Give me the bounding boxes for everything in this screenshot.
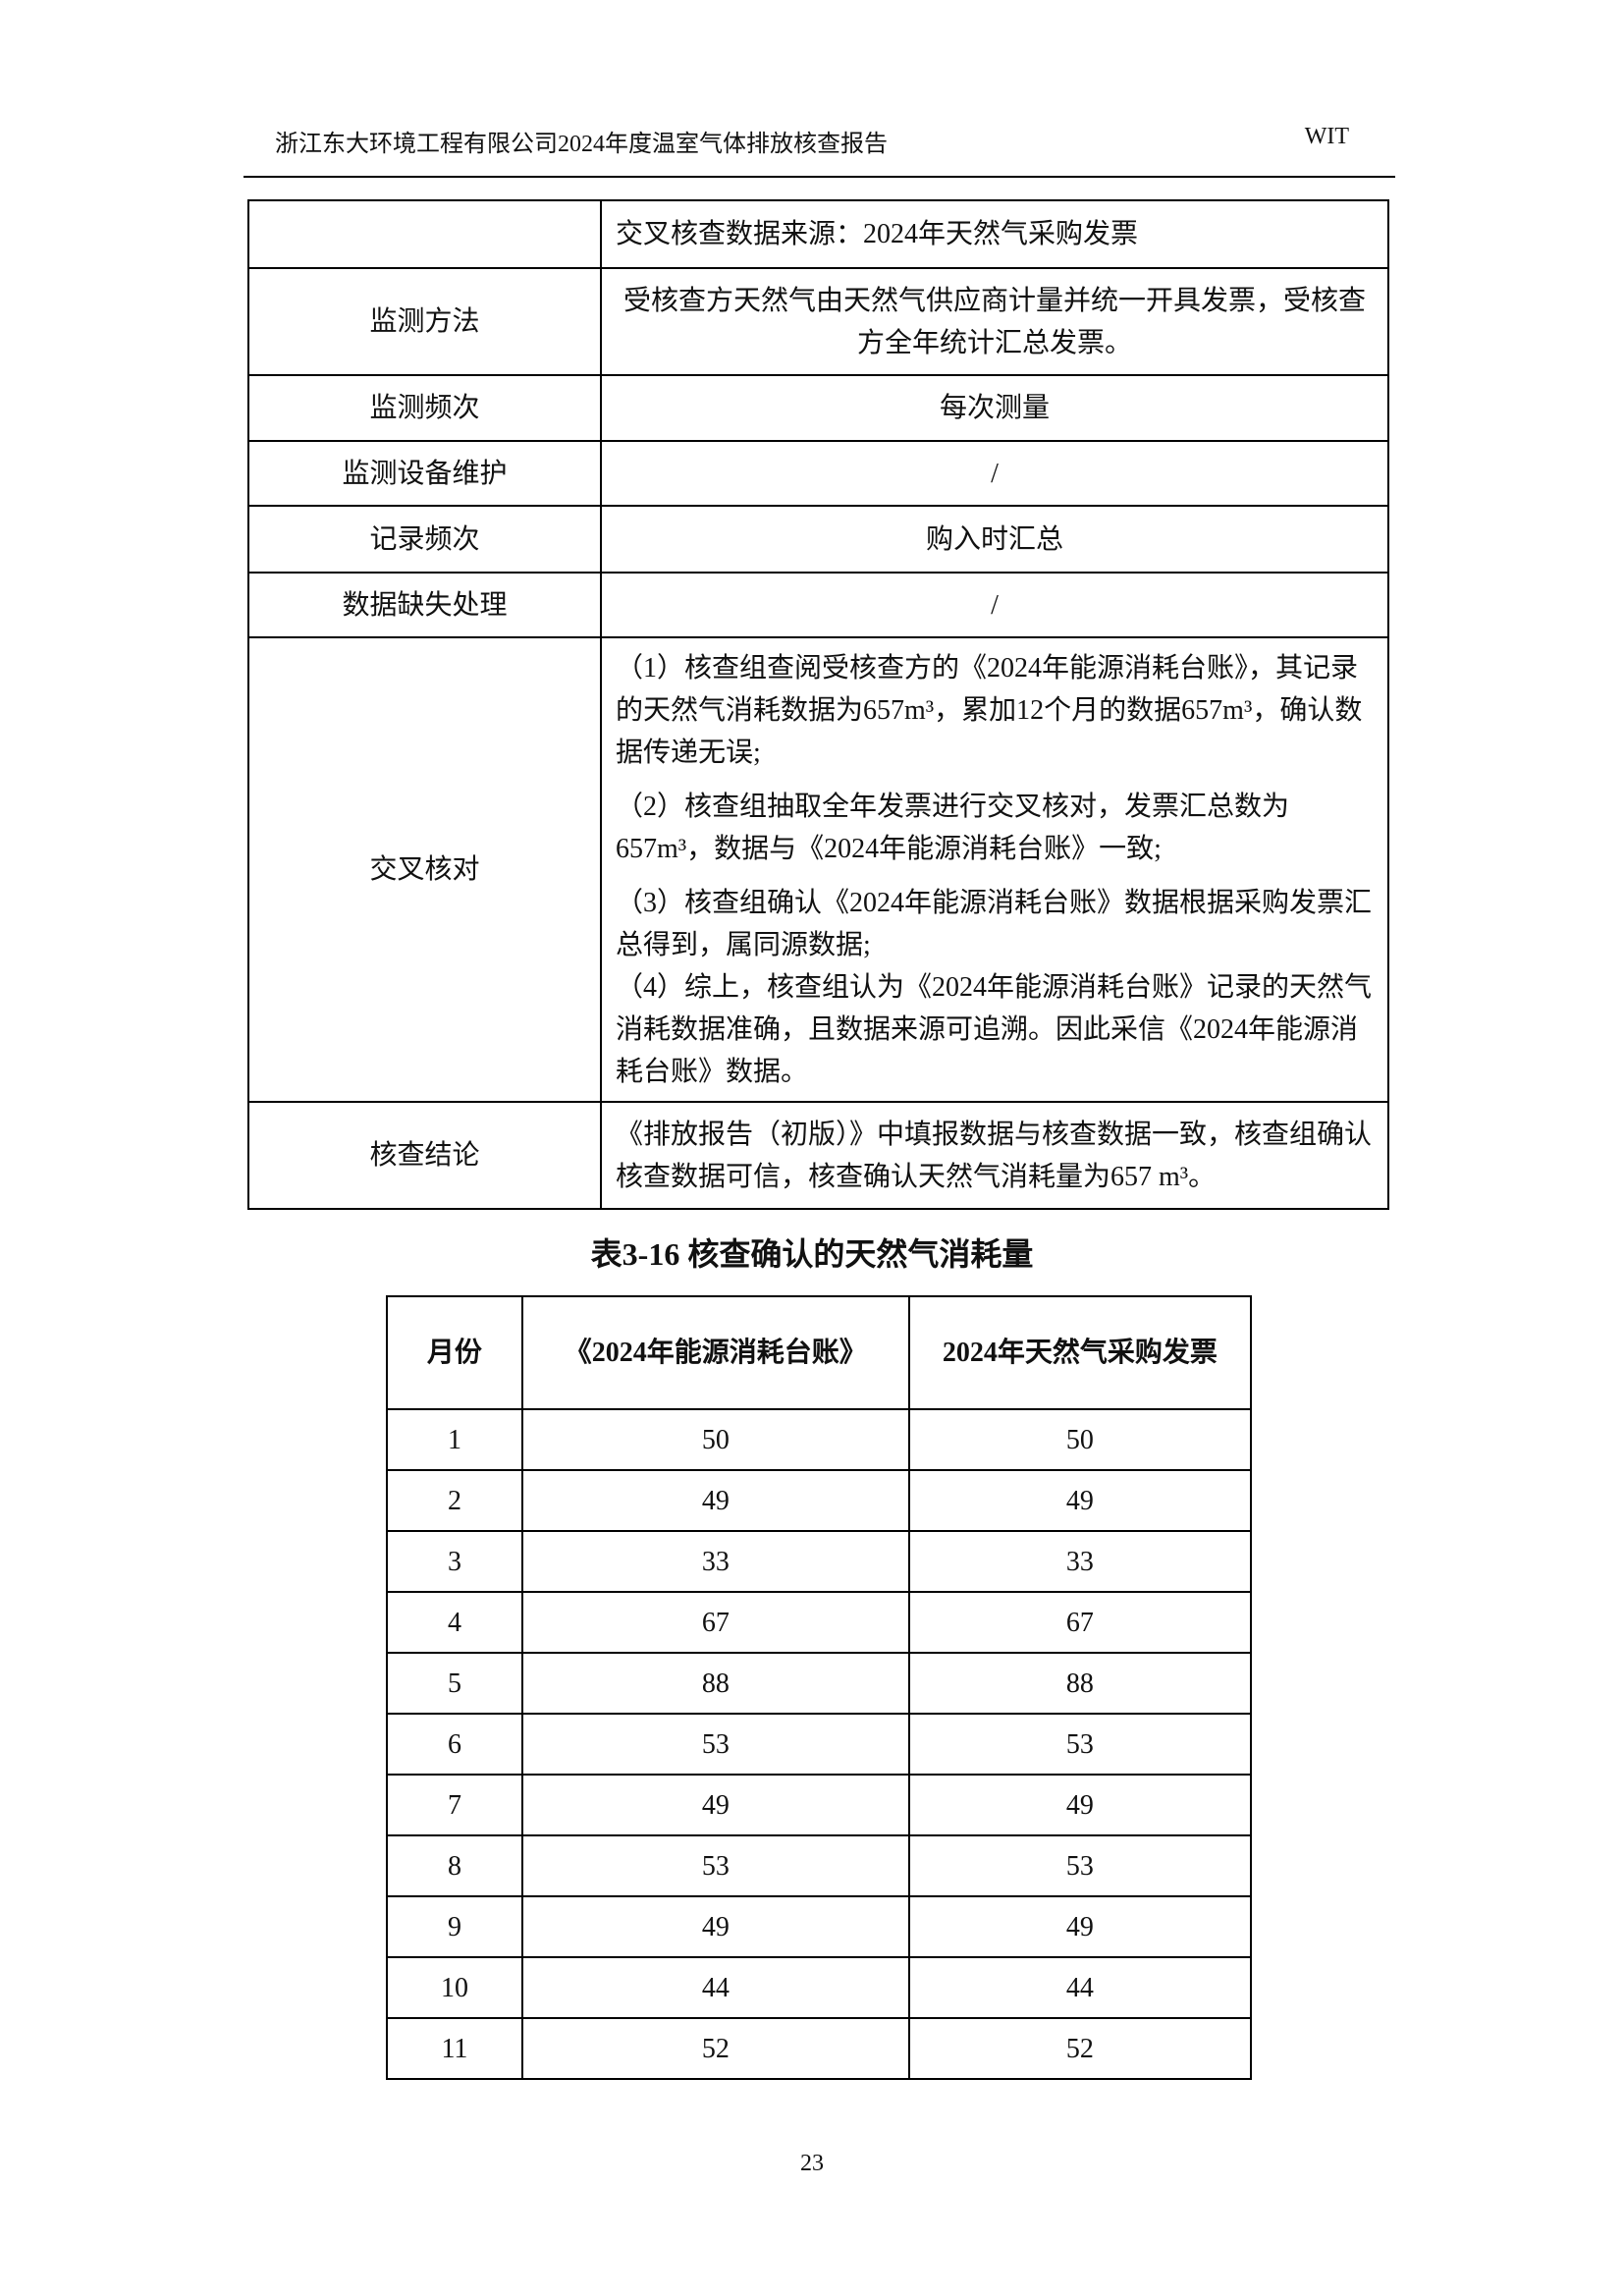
table-cell: 52 [520,2017,910,2080]
row-label: 监测频次 [247,374,602,442]
table-cell: 2 [386,1469,523,1532]
table-cell: 53 [907,1834,1253,1897]
table-row: 6 53 53 [386,1713,1253,1776]
row-value: 购入时汇总 [600,505,1389,574]
table-cell: 33 [520,1530,910,1593]
row-value: 受核查方天然气由天然气供应商计量并统一开具发票，受核查方全年统计汇总发票。 [600,267,1389,376]
table-cell: 5 [386,1652,523,1715]
table-row: 1 50 50 [386,1408,1253,1471]
table-cell: 6 [386,1713,523,1776]
table-cell: 49 [907,1895,1253,1958]
table-row: 4 67 67 [386,1591,1253,1654]
table-cell: 67 [520,1591,910,1654]
table-cell: 1 [386,1408,523,1471]
consumption-table: 月份 《2024年能源消耗台账》 2024年天然气采购发票 1 50 50 2 49 49 3 3… [386,1295,1253,2080]
cross-check-item: （2）核查组抽取全年发票进行交叉核对，发票汇总数为657m³，数据与《2024年… [616,791,1290,864]
table-cell: 53 [520,1834,910,1897]
conclusion-value: 《排放报告（初版）》中填报数据与核查数据一致，核查组确认核查数据可信，核查确认天… [600,1101,1389,1210]
table-cell: 49 [520,1895,910,1958]
cross-check-item: （4）综上，核查组认为《2024年能源消耗台账》记录的天然气消耗数据准确，且数据… [616,971,1373,1087]
table-row: 10 44 44 [386,1956,1253,2019]
table-row: 3 33 33 [386,1530,1253,1593]
column-header: 月份 [386,1295,523,1410]
table-row: 11 52 52 [386,2017,1253,2080]
table-cell: 50 [520,1408,910,1471]
table-cell: 44 [520,1956,910,2019]
table-cell: 88 [907,1652,1253,1715]
page-number: 23 [800,2151,824,2176]
row-label: 监测方法 [247,267,602,376]
header-right: WIT [1304,124,1349,149]
cross-check-cell: （1）核查组查阅受核查方的《2024年能源消耗台账》，其记录的天然气消耗数据为6… [600,636,1389,1103]
header-divider [244,176,1395,178]
table-row: 5 88 88 [386,1652,1253,1715]
table-caption: 表3-16 核查确认的天然气消耗量 [590,1236,1034,1272]
row-label: 数据缺失处理 [247,572,602,638]
row-label: 记录频次 [247,505,602,574]
row-value: / [600,440,1389,507]
header-title: 浙江东大环境工程有限公司2024年度温室气体排放核查报告 [275,132,888,157]
table-row: 9 49 49 [386,1895,1253,1958]
table-cell: 50 [907,1408,1253,1471]
table-cell: 53 [520,1713,910,1776]
row-label: 核查结论 [247,1101,602,1210]
page-header: 浙江东大环境工程有限公司2024年度温室气体排放核查报告 WIT [275,124,1349,158]
table-cell: 7 [386,1774,523,1836]
cross-check-item: （3）核查组确认《2024年能源消耗台账》数据根据采购发票汇总得到，属同源数据; [616,887,1373,960]
table-cell: 52 [907,2017,1253,2080]
table-cell: 33 [907,1530,1253,1593]
column-header: 2024年天然气采购发票 [907,1295,1253,1410]
table-cell: 4 [386,1591,523,1654]
table-cell: 67 [907,1591,1253,1654]
table-cell: 49 [520,1774,910,1836]
cross-check-item: （1）核查组查阅受核查方的《2024年能源消耗台账》，其记录的天然气消耗数据为6… [616,652,1363,768]
empty-cell [247,199,602,269]
table-cell: 49 [520,1469,910,1532]
row-value: 每次测量 [600,374,1389,442]
table-cell: 49 [907,1469,1253,1532]
row-label: 交叉核对 [247,636,602,1103]
table-cell: 53 [907,1713,1253,1776]
table-cell: 49 [907,1774,1253,1836]
table-cell: 3 [386,1530,523,1593]
column-header: 《2024年能源消耗台账》 [520,1295,910,1410]
table-cell: 88 [520,1652,910,1715]
data-source-cell: 交叉核查数据来源：2024年天然气采购发票 [600,199,1389,269]
table-cell: 10 [386,1956,523,2019]
row-label: 监测设备维护 [247,440,602,507]
row-value: / [600,572,1389,638]
table-row: 2 49 49 [386,1469,1253,1532]
table-cell: 44 [907,1956,1253,2019]
table-row: 7 49 49 [386,1774,1253,1836]
table-cell: 9 [386,1895,523,1958]
table-cell: 11 [386,2017,523,2080]
table-cell: 8 [386,1834,523,1897]
verification-table: 交叉核查数据来源：2024年天然气采购发票 监测方法 受核查方天然气由天然气供应商… [247,199,1389,1210]
table-row: 8 53 53 [386,1834,1253,1897]
